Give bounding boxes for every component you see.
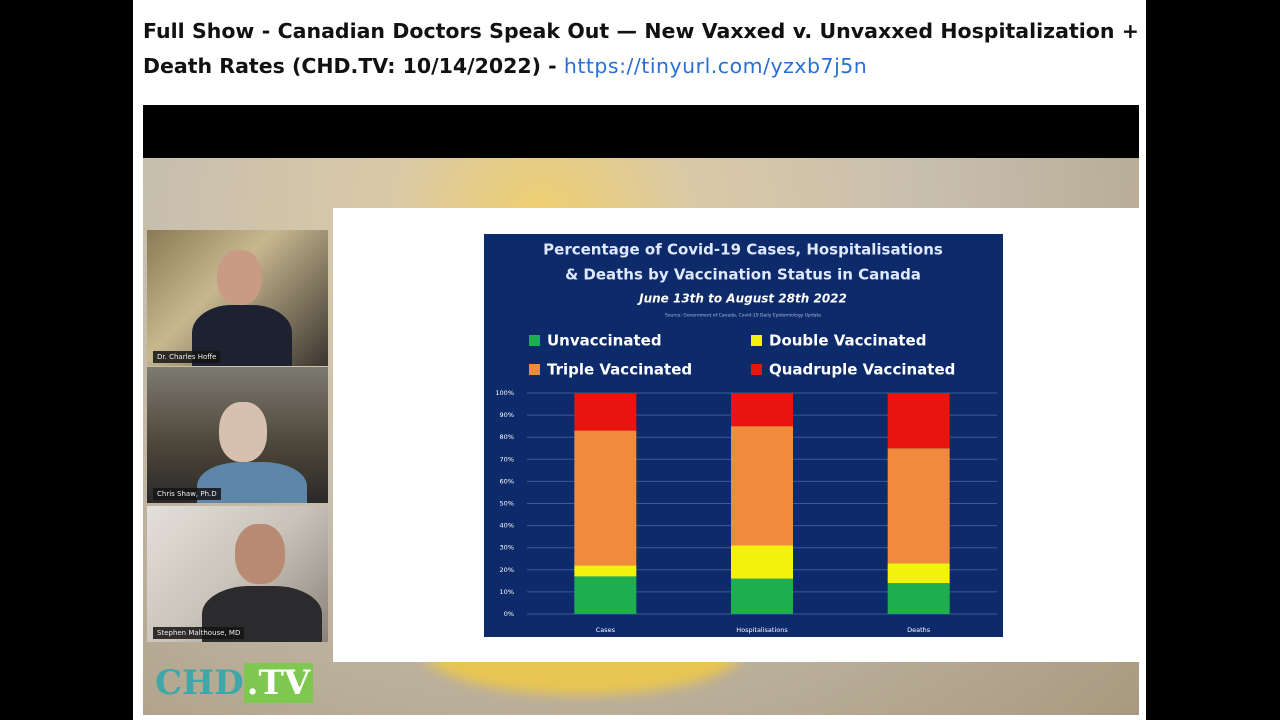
chart-title: & Deaths by Vaccination Status in Canada [565,266,921,284]
y-tick-label: 20% [500,566,514,574]
participant-tile: Chris Shaw, Ph.D [147,367,328,503]
participant-tile: Dr. Charles Hoffe [147,230,328,366]
x-tick-label: Cases [596,626,616,634]
participant-name: Dr. Charles Hoffe [153,351,221,363]
x-tick-label: Deaths [907,626,931,634]
legend-label: Quadruple Vaccinated [769,361,955,379]
y-tick-label: 0% [504,610,514,618]
bar-segment [887,563,950,584]
chart-title: Percentage of Covid-19 Cases, Hospitalis… [543,241,943,259]
legend-swatch [751,335,762,346]
chart-source: Source: Government of Canada, Covid-19 D… [665,313,821,319]
logo-part: .TV [243,663,314,703]
legend-label: Triple Vaccinated [547,361,692,379]
x-tick-label: Hospitalisations [736,626,788,634]
participant-face [219,402,267,462]
bar-segment [574,576,637,614]
bar-segment [887,393,950,449]
y-tick-label: 60% [500,477,514,485]
bar-segment [574,430,637,566]
chart: Percentage of Covid-19 Cases, Hospitalis… [484,234,1003,637]
y-tick-label: 70% [500,455,514,463]
y-tick-label: 50% [500,500,514,508]
channel-logo: CHD.TV [155,663,314,703]
y-tick-label: 100% [495,389,514,397]
bar-segment [731,426,793,546]
bar-segment [574,393,637,431]
legend-label: Double Vaccinated [769,332,926,350]
legend-swatch [751,364,762,375]
post-link[interactable]: https://tinyurl.com/yzxb7j5n [563,54,868,78]
participant-tile: Stephen Malthouse, MD [147,506,328,642]
legend-swatch [529,335,540,346]
bar-segment [731,393,793,427]
legend-swatch [529,364,540,375]
y-tick-label: 80% [500,433,514,441]
participant-name: Chris Shaw, Ph.D [153,488,221,500]
post-heading: Full Show - Canadian Doctors Speak Out —… [143,14,1139,84]
y-tick-label: 30% [500,544,514,552]
bar-segment [574,565,637,577]
logo-part: CHD [155,663,244,703]
y-tick-label: 90% [500,411,514,419]
participant-name: Stephen Malthouse, MD [153,627,245,639]
bar-segment [887,583,950,614]
bar-segment [887,448,950,564]
chart-subtitle: June 13th to August 28th 2022 [637,292,847,306]
legend-label: Unvaccinated [547,332,662,350]
y-tick-label: 10% [500,588,514,596]
participant-face [217,250,262,305]
participant-face [235,524,285,584]
bar-segment [731,578,793,614]
bar-segment [731,545,793,579]
y-tick-label: 40% [500,522,514,530]
post-title: Full Show - Canadian Doctors Speak Out —… [143,19,1139,78]
